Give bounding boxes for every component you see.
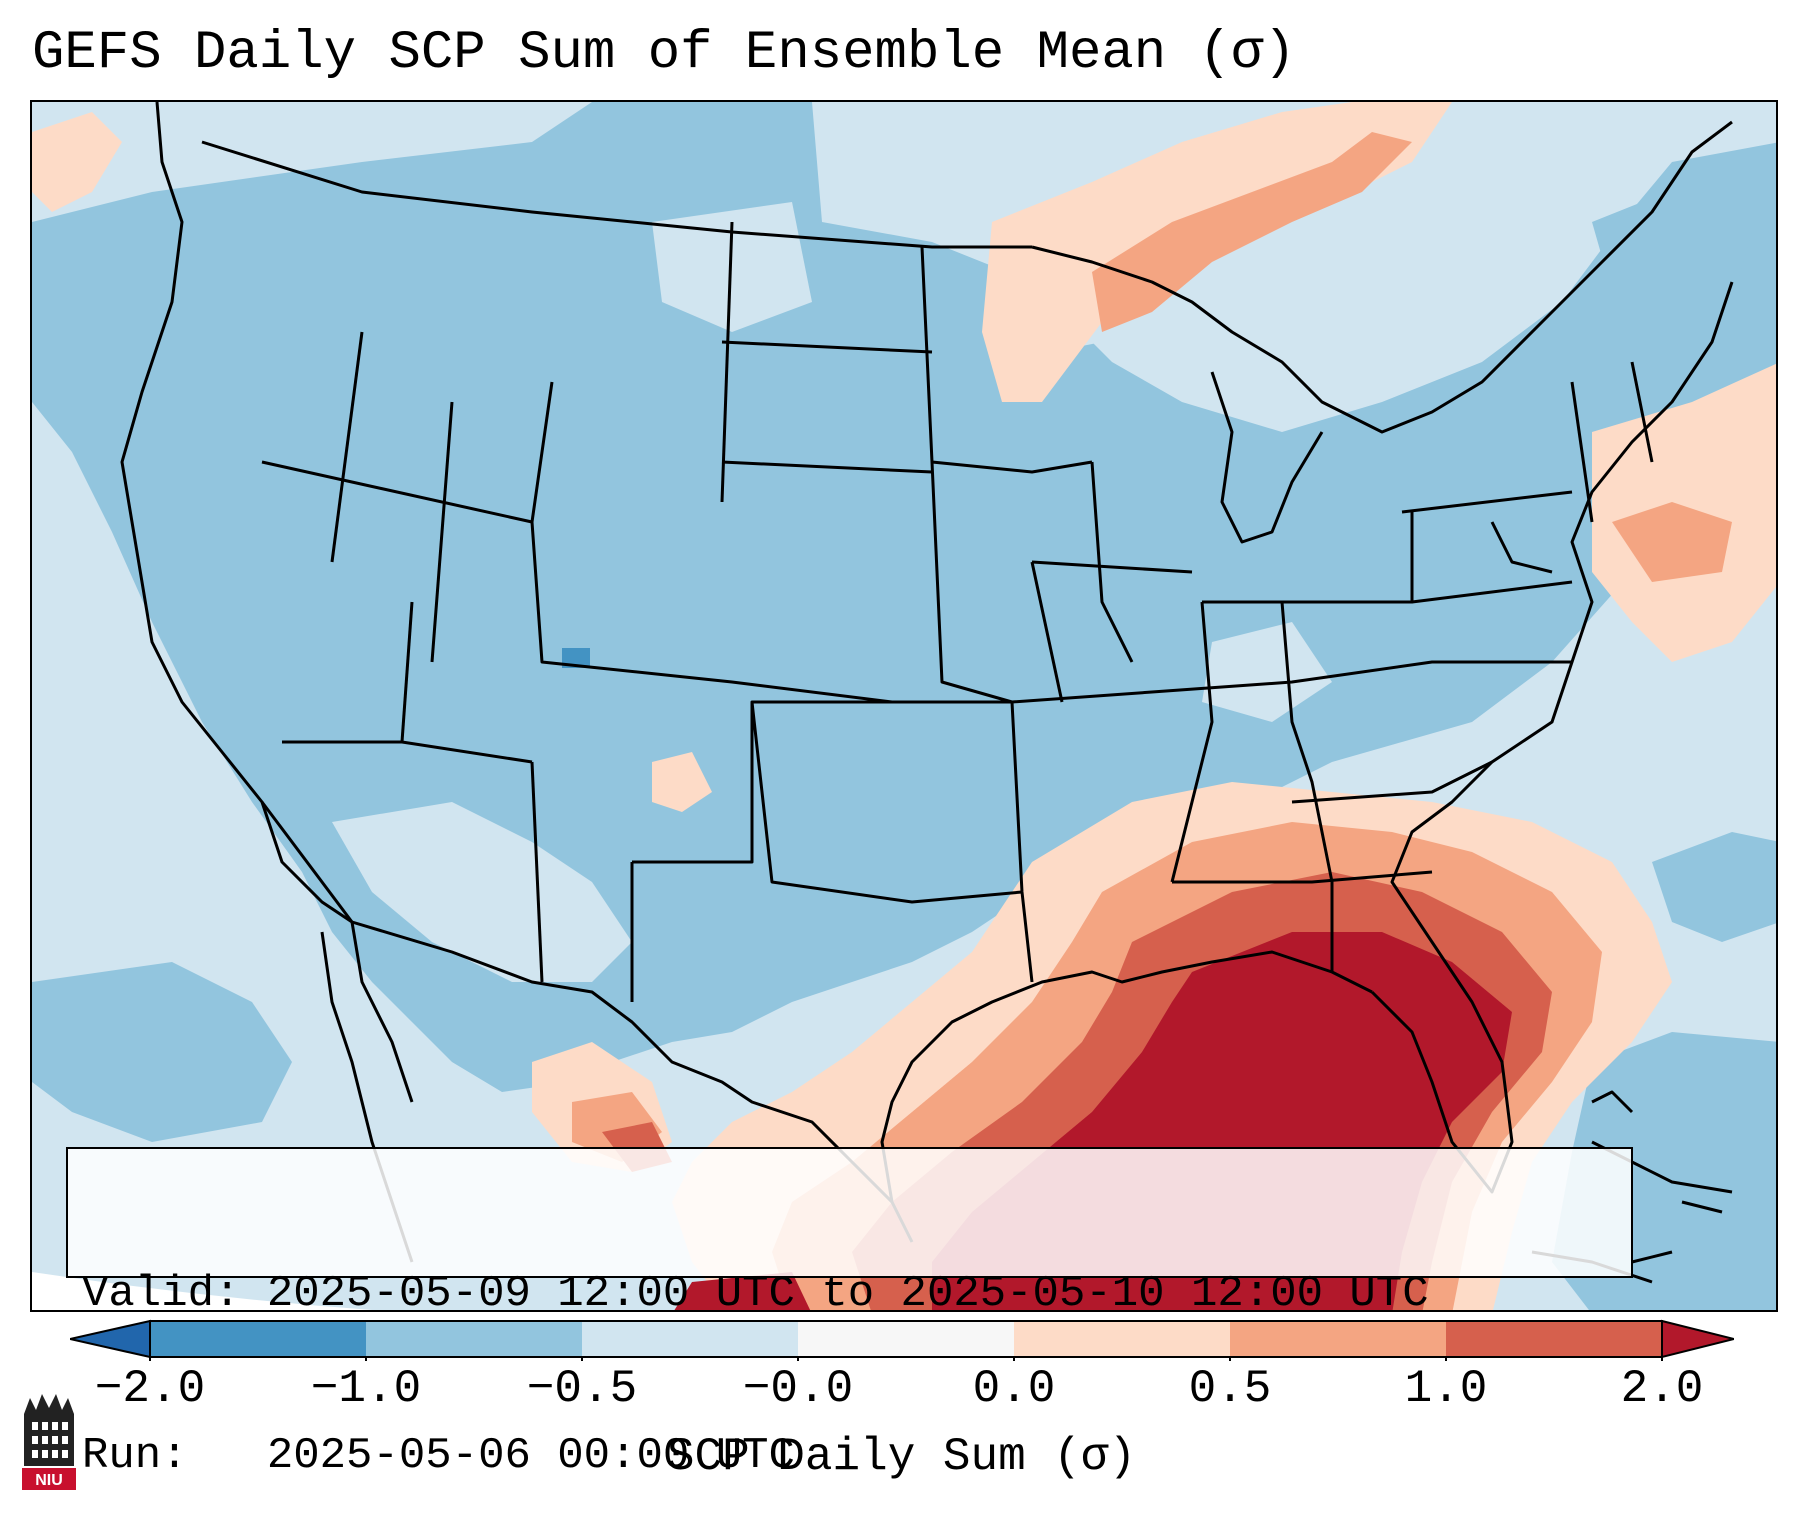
colorbar-tick-label: −0.5	[526, 1363, 638, 1415]
validity-info-box: Valid: 2025-05-09 12:00 UTC to 2025-05-1…	[66, 1147, 1633, 1481]
colorbar-tick-label: 0.5	[1188, 1363, 1272, 1415]
colorbar-bin	[1230, 1321, 1446, 1357]
colorbar-tick-label: −2.0	[94, 1363, 206, 1415]
state-borders	[120, 102, 1734, 1243]
university-tower-icon: NIU	[22, 1394, 76, 1490]
colorbar-tick-marks	[149, 1357, 1663, 1361]
colorbar-bins	[150, 1321, 1662, 1357]
run-time-text: Run: 2025-05-06 00:00 UTC	[82, 1431, 795, 1481]
colorbar-tick-label: −0.0	[742, 1363, 854, 1415]
valid-time-text: Valid: 2025-05-09 12:00 UTC to 2025-05-1…	[82, 1269, 1429, 1319]
colorbar-bin	[1014, 1321, 1230, 1357]
colorbar-label: SCP Daily Sum (σ)	[666, 1431, 1137, 1483]
projection-edge	[32, 1272, 373, 1310]
colorbar-tick-label: −1.0	[310, 1363, 422, 1415]
map-canvas	[32, 102, 1776, 1310]
colorbar-outline	[149, 1320, 1663, 1358]
colorbar-extend-low	[70, 1319, 151, 1359]
colorbar-tick-label: 0.0	[972, 1363, 1056, 1415]
colorbar-bin	[582, 1321, 798, 1357]
colorbar-tick-label: 1.0	[1404, 1363, 1488, 1415]
colorbar-tick-label: 2.0	[1620, 1363, 1704, 1415]
colorbar-bin	[150, 1321, 366, 1357]
colorbar-tick-labels: −2.0 −1.0 −0.5 −0.0 0.0 0.5 1.0 2.0	[0, 1362, 1803, 1422]
colorbar-bin	[798, 1321, 1014, 1357]
colorbar-extend-high	[1661, 1319, 1734, 1359]
map-panel	[30, 100, 1778, 1312]
map-title: GEFS Daily SCP Sum of Ensemble Mean (σ)	[32, 23, 1296, 84]
logo-text: NIU	[35, 1472, 63, 1489]
anomaly-field-strong-negative	[562, 648, 590, 668]
colorbar-bin	[1446, 1321, 1662, 1357]
colorbar-bin	[366, 1321, 582, 1357]
colorbar	[70, 1319, 1734, 1361]
